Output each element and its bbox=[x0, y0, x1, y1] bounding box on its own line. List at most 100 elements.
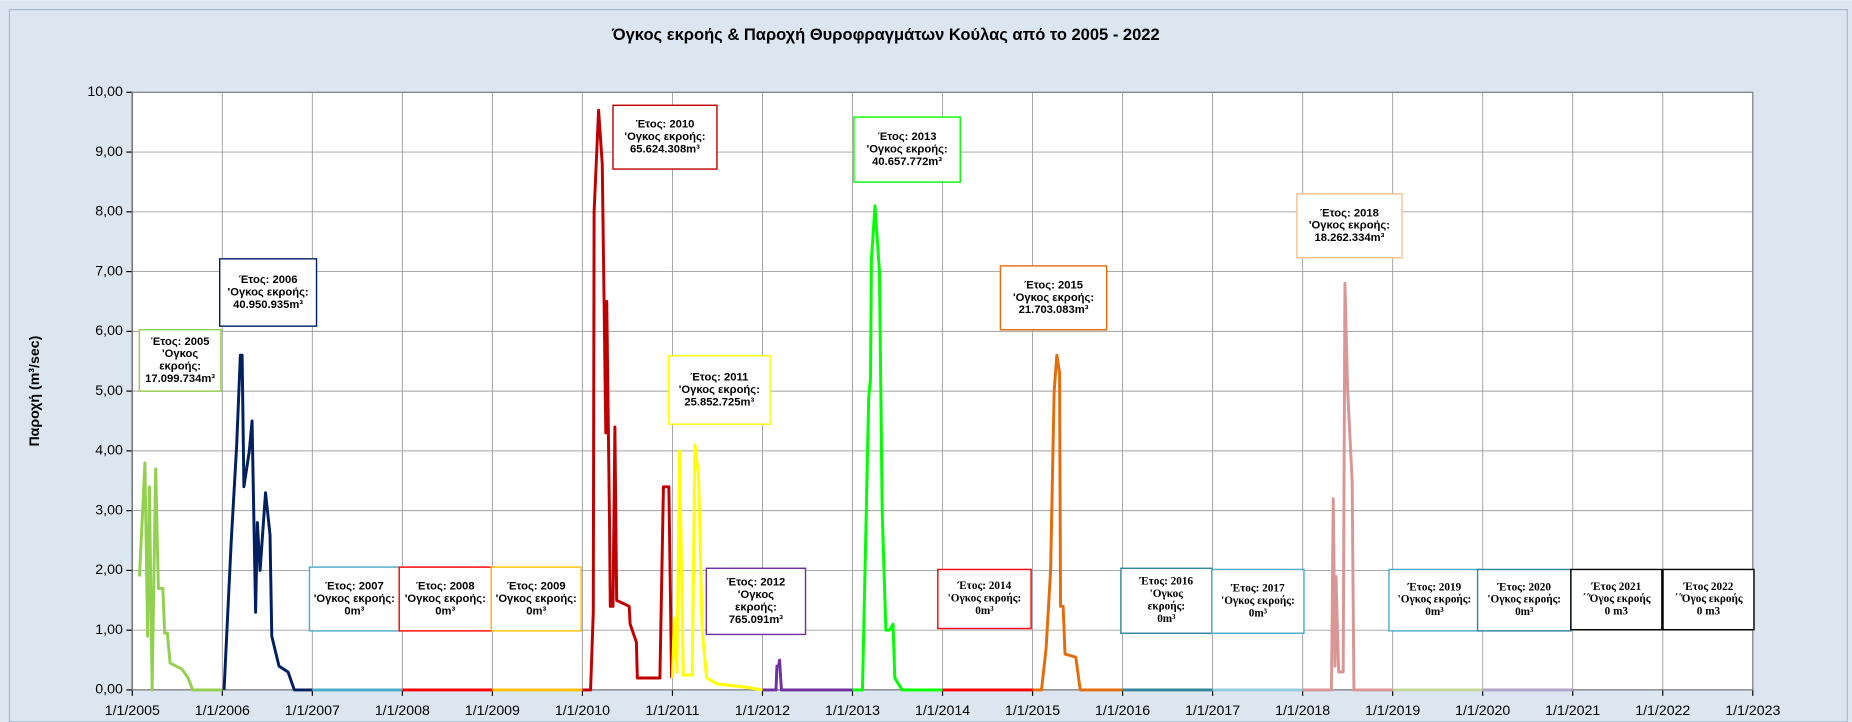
y-tick-label: 0,00 bbox=[95, 682, 123, 698]
annotation-text: Έτος 2022 bbox=[1683, 581, 1734, 593]
annotation-text: 'Ογκος εκροής: bbox=[314, 593, 395, 605]
annotation-box bbox=[853, 116, 961, 183]
annotation-text: Έτος: 2018 bbox=[1320, 207, 1379, 219]
annotation-text: 40.950.935m³ bbox=[233, 299, 303, 311]
annotation: Έτος: 2014'Ογκος εκροής:0m³ bbox=[937, 568, 1032, 630]
annotation-box bbox=[1211, 568, 1305, 634]
annotation-text: 'Ογκος εκροής: bbox=[1013, 292, 1094, 304]
annotation-text: 'Ογκος bbox=[162, 348, 198, 360]
annotation-text: 'Ογκος εκροής: bbox=[405, 593, 486, 605]
annotation-text: 'Ογκος εκροής: bbox=[948, 593, 1022, 605]
annotation-text: Έτος: 2005 bbox=[151, 336, 210, 348]
x-tick-label: 1/1/2005 bbox=[105, 703, 160, 719]
y-tick-label: 9,00 bbox=[95, 144, 123, 160]
annotation-text: Έτος: 2019 bbox=[1407, 581, 1462, 593]
data-line bbox=[670, 443, 763, 692]
annotation-text: 0m³ bbox=[1157, 613, 1176, 625]
data-line bbox=[138, 461, 223, 692]
annotation-text: 0m³ bbox=[1515, 606, 1534, 618]
annotation-text: 'Ογκος εκροής: bbox=[1309, 220, 1390, 232]
annotation-text: Έτος: 2010 bbox=[636, 119, 695, 131]
annotation-box bbox=[1662, 568, 1755, 631]
annotation: Έτος: 2019'Ογκος εκροής:0m³ bbox=[1388, 568, 1481, 632]
x-tick-label: 1/1/2019 bbox=[1365, 703, 1420, 719]
annotation-text: εκροής: bbox=[159, 361, 201, 373]
x-tick-label: 1/1/2023 bbox=[1725, 703, 1780, 719]
annotation-box bbox=[1476, 568, 1572, 632]
x-tick-label: 1/1/2013 bbox=[825, 703, 880, 719]
y-tick-label: 10,00 bbox=[87, 84, 123, 100]
annotation-text: 40.657.772m³ bbox=[872, 156, 942, 168]
annotation-text: Έτος: 2009 bbox=[507, 581, 566, 593]
annotation-text: Έτος: 2014 bbox=[957, 580, 1012, 592]
annotation-text: 0m³ bbox=[1249, 607, 1268, 619]
annotation-text: 65.624.308m³ bbox=[630, 144, 700, 156]
annotation-text: εκροής: bbox=[1148, 601, 1185, 613]
annotation-box bbox=[999, 265, 1108, 331]
annotation: Έτος: 2015'Ογκος εκροής:21.703.083m³ bbox=[999, 265, 1108, 331]
y-tick-label: 5,00 bbox=[95, 383, 123, 399]
annotation-box bbox=[490, 566, 582, 632]
x-tick-label: 1/1/2009 bbox=[465, 703, 520, 719]
annotation-text: 'Ογκος εκροής: bbox=[679, 384, 760, 396]
annotation-text: 'Ογκος εκροής: bbox=[496, 593, 577, 605]
annotation-text: 0m³ bbox=[344, 605, 364, 617]
annotation-text: Έτος: 2007 bbox=[325, 581, 384, 593]
annotation-text: 'Ογκος εκροής: bbox=[1221, 595, 1295, 607]
x-tick-label: 1/1/2008 bbox=[375, 703, 430, 719]
x-tick-label: 1/1/2020 bbox=[1455, 703, 1510, 719]
x-tick-label: 1/1/2010 bbox=[555, 703, 610, 719]
data-line bbox=[582, 108, 674, 692]
annotation-text: 25.852.725m³ bbox=[684, 396, 754, 408]
annotation-box bbox=[1388, 568, 1481, 632]
annotation-box bbox=[705, 567, 807, 636]
annotation-text: Έτος: 2011 bbox=[690, 372, 748, 384]
annotation-box bbox=[1570, 568, 1663, 631]
annotation: Έτος: 2011'Ογκος εκροής:25.852.725m³ bbox=[667, 354, 771, 425]
annotation-box bbox=[218, 258, 318, 327]
annotation-text: 0 m3 bbox=[1697, 606, 1721, 618]
annotation: Έτος: 2007'Ογκος εκροής:0m³ bbox=[308, 566, 400, 632]
annotation-text: 'Ογκος εκροής: bbox=[1487, 594, 1561, 606]
annotation-text: 0m³ bbox=[1425, 606, 1444, 618]
annotation: Έτος: 2017'Ογκος εκροής:0m³ bbox=[1211, 568, 1305, 634]
annotation-text: 0m³ bbox=[975, 605, 994, 617]
data-line bbox=[852, 204, 943, 692]
annotation-text: Έτος 2021 bbox=[1591, 581, 1642, 593]
annotation-box bbox=[937, 568, 1032, 630]
y-tick-label: 6,00 bbox=[95, 323, 123, 339]
annotation-text: Έτος: 2012 bbox=[727, 577, 786, 589]
annotation-text: εκροής: bbox=[735, 602, 777, 614]
annotation-text: 18.262.334m³ bbox=[1314, 232, 1384, 244]
annotation-text: ΄΄Όγος εκροής bbox=[1674, 593, 1743, 605]
annotation: Έτος: 2006'Ογκος εκροής:40.950.935m³ bbox=[218, 258, 318, 327]
y-tick-label: 1,00 bbox=[95, 622, 123, 638]
annotation: Έτος: 2018'Ογκος εκροής:18.262.334m³ bbox=[1296, 193, 1403, 259]
x-tick-label: 1/1/2018 bbox=[1275, 703, 1330, 719]
data-line bbox=[762, 658, 853, 692]
chart-title: Όγκος εκροής & Παροχή Θυροφραγμάτων Κούλ… bbox=[611, 25, 1160, 44]
annotation-text: 'Ογκος εκροής: bbox=[867, 144, 948, 156]
y-tick-label: 3,00 bbox=[95, 502, 123, 518]
annotation-text: Έτος: 2020 bbox=[1497, 581, 1552, 593]
data-line bbox=[222, 353, 313, 692]
x-tick-label: 1/1/2015 bbox=[1005, 703, 1060, 719]
annotation-text: 'Ογκος bbox=[738, 589, 774, 601]
annotation-box bbox=[138, 328, 222, 392]
annotation-text: 'Ογκος εκροής: bbox=[228, 286, 309, 298]
y-axis-label: Παροχή (m³/sec) bbox=[27, 335, 43, 446]
y-tick-label: 7,00 bbox=[95, 263, 123, 279]
annotation-text: Έτος: 2013 bbox=[878, 131, 937, 143]
annotation-text: Έτος: 2008 bbox=[416, 581, 475, 593]
annotation-text: 17.099.734m³ bbox=[145, 373, 215, 385]
annotation-text: 'Ογκος εκροής: bbox=[624, 131, 705, 143]
y-tick-label: 8,00 bbox=[95, 204, 123, 220]
annotation-text: ΄΄Όγος εκροής bbox=[1582, 593, 1651, 605]
annotation: Έτος: 2008'Ογκος εκροής:0m³ bbox=[398, 566, 493, 632]
